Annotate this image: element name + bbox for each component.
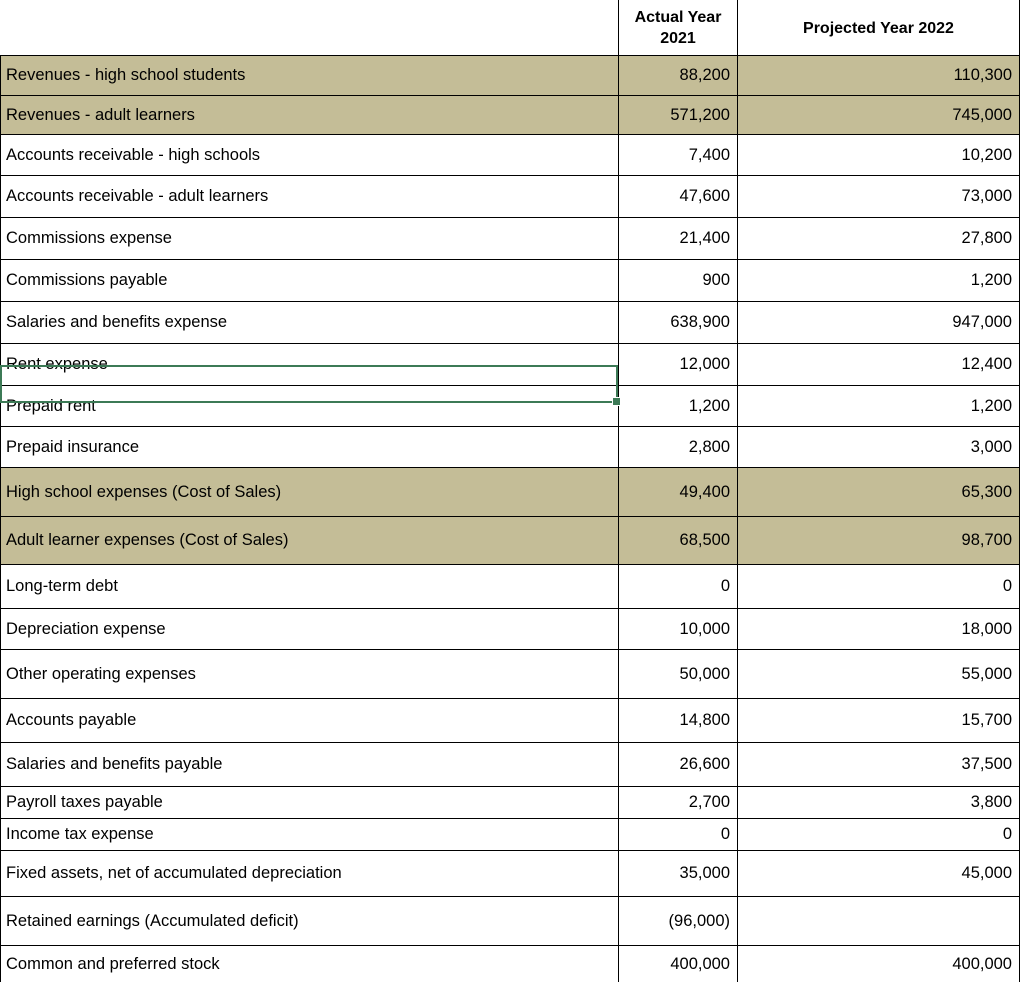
cell-projected-2022[interactable]: 10,200	[737, 134, 1020, 176]
row-label-cell[interactable]: Accounts payable	[0, 698, 619, 743]
cell-actual-2021[interactable]: 2,700	[618, 786, 738, 819]
cell-projected-2022[interactable]: 3,800	[737, 786, 1020, 819]
row-label-cell[interactable]: Retained earnings (Accumulated deficit)	[0, 896, 619, 946]
cell-actual-2021[interactable]: 14,800	[618, 698, 738, 743]
cell-projected-2022[interactable]: 37,500	[737, 742, 1020, 787]
row-label-cell[interactable]: Fixed assets, net of accumulated depreci…	[0, 850, 619, 897]
cell-projected-2022[interactable]: 0	[737, 564, 1020, 609]
column-header-projected-2022[interactable]: Projected Year 2022	[737, 0, 1020, 56]
row-label-cell[interactable]: Salaries and benefits payable	[0, 742, 619, 787]
cell-projected-2022[interactable]: 1,200	[737, 385, 1020, 427]
row-label-cell[interactable]: Depreciation expense	[0, 608, 619, 650]
column-header-labels	[0, 0, 619, 56]
cell-projected-2022[interactable]: 15,700	[737, 698, 1020, 743]
cell-projected-2022[interactable]: 18,000	[737, 608, 1020, 650]
table-row: Retained earnings (Accumulated deficit)(…	[0, 896, 1020, 946]
table-row: Other operating expenses 50,000 55,000	[0, 649, 1020, 699]
table-header: Actual Year 2021 Projected Year 2022	[0, 0, 1020, 56]
cell-actual-2021[interactable]: 2,800	[618, 426, 738, 468]
table-row: Prepaid rent 1,200 1,200	[0, 385, 1020, 427]
row-label-cell[interactable]: Income tax expense	[0, 818, 619, 851]
row-label-cell[interactable]: Salaries and benefits expense	[0, 301, 619, 344]
row-label-cell[interactable]: Payroll taxes payable	[0, 786, 619, 819]
table-row: Long-term debt 0 0	[0, 564, 1020, 609]
row-label-cell[interactable]: Commissions expense	[0, 217, 619, 260]
cell-actual-2021[interactable]: 49,400	[618, 467, 738, 517]
cell-actual-2021[interactable]: 21,400	[618, 217, 738, 260]
cell-actual-2021[interactable]: 26,600	[618, 742, 738, 787]
table-row: Accounts receivable - adult learners 47,6…	[0, 175, 1020, 218]
cell-actual-2021[interactable]: 1,200	[618, 385, 738, 427]
row-label-cell[interactable]: Prepaid insurance	[0, 426, 619, 468]
row-label-cell[interactable]: Revenues - adult learners	[0, 95, 619, 135]
table-row: Revenues - adult learners 571,200 745,000	[0, 95, 1020, 135]
cell-projected-2022[interactable]: 73,000	[737, 175, 1020, 218]
cell-projected-2022[interactable]: 3,000	[737, 426, 1020, 468]
table-row: Accounts receivable - high schools 7,400 1…	[0, 134, 1020, 176]
cell-projected-2022[interactable]: 98,700	[737, 516, 1020, 565]
cell-actual-2021[interactable]: 10,000	[618, 608, 738, 650]
cell-actual-2021[interactable]: 50,000	[618, 649, 738, 699]
column-header-actual-2021-line2: 2021	[660, 30, 696, 47]
cell-projected-2022[interactable]: 947,000	[737, 301, 1020, 344]
cell-projected-2022[interactable]: 1,200	[737, 259, 1020, 302]
cell-projected-2022[interactable]: 65,300	[737, 467, 1020, 517]
cell-projected-2022[interactable]: 55,000	[737, 649, 1020, 699]
cell-projected-2022[interactable]	[737, 896, 1020, 946]
cell-actual-2021[interactable]: 900	[618, 259, 738, 302]
row-label-cell[interactable]: Revenues - high school students	[0, 55, 619, 96]
table-row: Rent expense 12,000 12,400	[0, 343, 1020, 386]
row-label-cell[interactable]: Common and preferred stock	[0, 945, 619, 982]
row-label-cell[interactable]: Adult learner expenses (Cost of Sales)	[0, 516, 619, 565]
table-row: Depreciation expense 10,000 18,000	[0, 608, 1020, 650]
cell-actual-2021[interactable]: 12,000	[618, 343, 738, 386]
cell-actual-2021[interactable]: (96,000)	[618, 896, 738, 946]
table-row: Adult learner expenses (Cost of Sales) 68…	[0, 516, 1020, 565]
table-row: Accounts payable 14,800 15,700	[0, 698, 1020, 743]
table-row: Fixed assets, net of accumulated depreci…	[0, 850, 1020, 897]
table-row: Salaries and benefits expense 638,900 947,…	[0, 301, 1020, 344]
cell-projected-2022[interactable]: 45,000	[737, 850, 1020, 897]
cell-projected-2022[interactable]: 27,800	[737, 217, 1020, 260]
table-row: High school expenses (Cost of Sales) 49,4…	[0, 467, 1020, 517]
table-row: Income tax expense 0 0	[0, 818, 1020, 851]
cell-actual-2021[interactable]: 47,600	[618, 175, 738, 218]
table-row: Commissions expense 21,400 27,800	[0, 217, 1020, 260]
header-row: Actual Year 2021 Projected Year 2022	[0, 0, 1020, 56]
cell-projected-2022[interactable]: 0	[737, 818, 1020, 851]
row-label-cell[interactable]: Prepaid rent	[0, 385, 619, 427]
row-label-cell[interactable]: Long-term debt	[0, 564, 619, 609]
table-row: Prepaid insurance 2,800 3,000	[0, 426, 1020, 468]
column-header-actual-2021-line1: Actual Year	[634, 9, 722, 26]
cell-projected-2022[interactable]: 400,000	[737, 945, 1020, 982]
cell-actual-2021[interactable]: 88,200	[618, 55, 738, 96]
table-row: Salaries and benefits payable 26,600 37,50…	[0, 742, 1020, 787]
cell-actual-2021[interactable]: 35,000	[618, 850, 738, 897]
cell-projected-2022[interactable]: 745,000	[737, 95, 1020, 135]
cell-actual-2021[interactable]: 638,900	[618, 301, 738, 344]
table-body: Revenues - high school students 88,200 110…	[0, 55, 1020, 982]
row-label-cell[interactable]: Accounts receivable - adult learners	[0, 175, 619, 218]
row-label-cell[interactable]: Accounts receivable - high schools	[0, 134, 619, 176]
cell-projected-2022[interactable]: 12,400	[737, 343, 1020, 386]
cell-projected-2022[interactable]: 110,300	[737, 55, 1020, 96]
row-label-cell[interactable]: Other operating expenses	[0, 649, 619, 699]
table-row: Common and preferred stock 400,000 400,000	[0, 945, 1020, 982]
cell-actual-2021[interactable]: 400,000	[618, 945, 738, 982]
table-row: Payroll taxes payable 2,700 3,800	[0, 786, 1020, 819]
cell-actual-2021[interactable]: 7,400	[618, 134, 738, 176]
table-row: Revenues - high school students 88,200 110…	[0, 55, 1020, 96]
cell-actual-2021[interactable]: 0	[618, 564, 738, 609]
row-label-cell[interactable]: High school expenses (Cost of Sales)	[0, 467, 619, 517]
cell-actual-2021[interactable]: 571,200	[618, 95, 738, 135]
column-header-actual-2021[interactable]: Actual Year 2021	[618, 0, 738, 56]
cell-actual-2021[interactable]: 0	[618, 818, 738, 851]
cell-actual-2021[interactable]: 68,500	[618, 516, 738, 565]
row-label-cell[interactable]: Rent expense	[0, 343, 619, 386]
table-row: Commissions payable 900 1,200	[0, 259, 1020, 302]
row-label-cell[interactable]: Commissions payable	[0, 259, 619, 302]
